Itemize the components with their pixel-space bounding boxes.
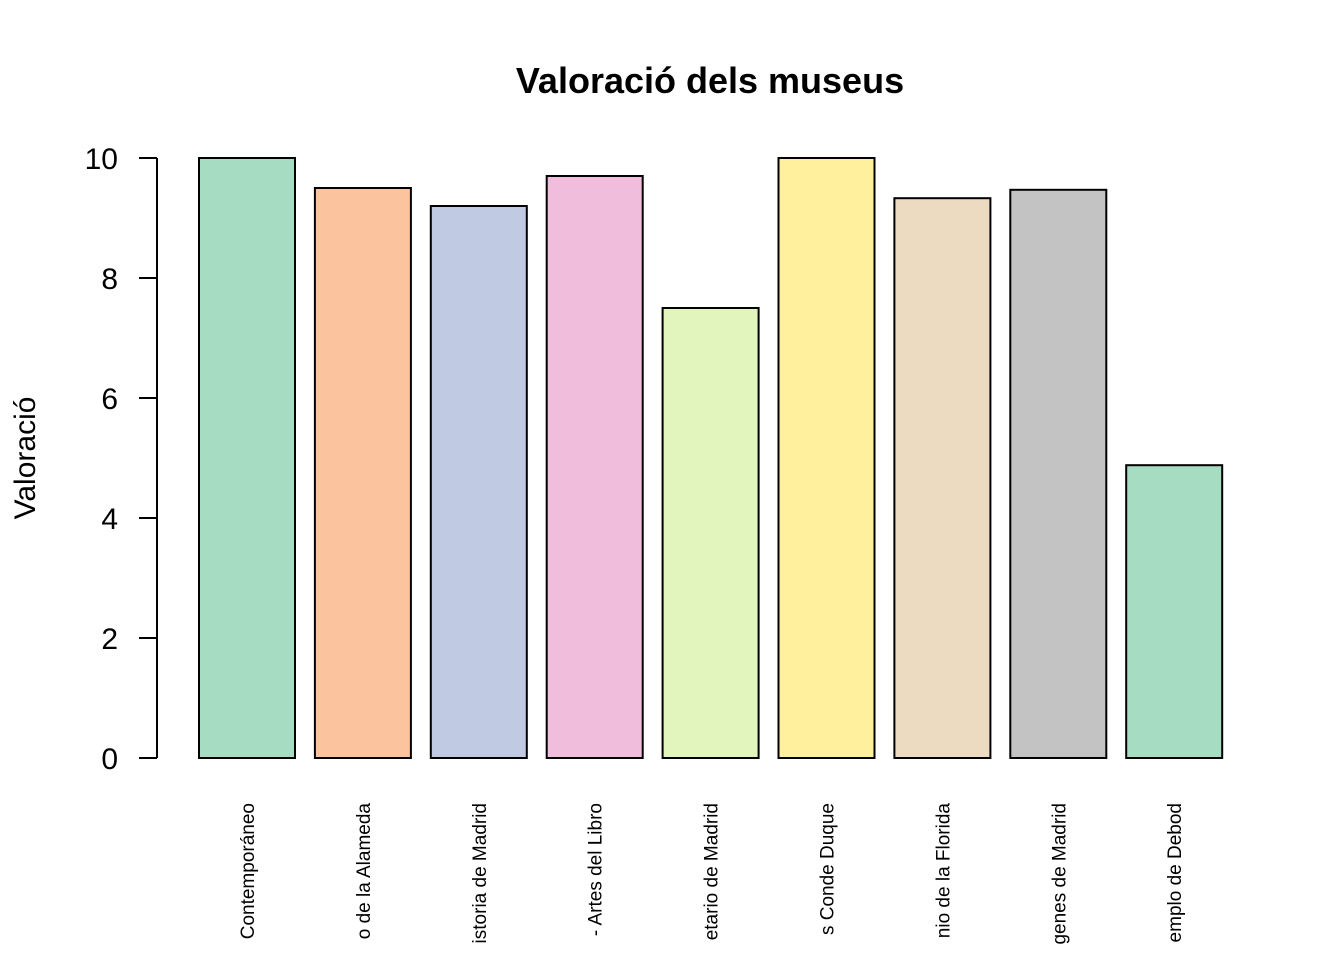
y-axis: 0 2 4 6 8 10 <box>85 143 158 776</box>
bar <box>1125 464 1224 759</box>
y-tick-label: 0 <box>101 743 118 776</box>
y-tick-label: 4 <box>101 503 118 536</box>
x-tick-label: istoria de Madrid <box>470 803 491 943</box>
y-tick-label: 8 <box>101 263 118 296</box>
x-tick-label: o de la Alameda <box>354 803 375 940</box>
bar <box>429 205 528 759</box>
bar <box>777 157 876 759</box>
y-tick-label: 6 <box>101 383 118 416</box>
x-tick-label: Contemporáneo <box>238 803 259 939</box>
x-tick-label: - Artes del Libro <box>586 803 607 936</box>
bar <box>1009 188 1108 760</box>
x-tick-label: emplo de Debod <box>1165 803 1186 942</box>
x-tick-label: s Conde Duque <box>818 803 839 935</box>
bar <box>661 307 760 759</box>
category-labels: Contemporáneo o de la Alameda istoria de M… <box>238 803 1186 945</box>
bar <box>198 157 296 759</box>
bar <box>313 187 412 759</box>
y-tick-label: 10 <box>85 143 118 176</box>
y-tick-label: 2 <box>101 623 118 656</box>
x-tick-label: genes de Madrid <box>1049 803 1070 945</box>
bar <box>893 197 992 759</box>
bars-group <box>198 157 1224 760</box>
chart-title: Valoració dels museus <box>516 60 904 101</box>
bar <box>545 175 644 759</box>
x-tick-label: etario de Madrid <box>702 803 723 940</box>
y-axis-label: Valoració <box>9 397 42 520</box>
x-tick-label: nio de la Florida <box>933 803 954 939</box>
